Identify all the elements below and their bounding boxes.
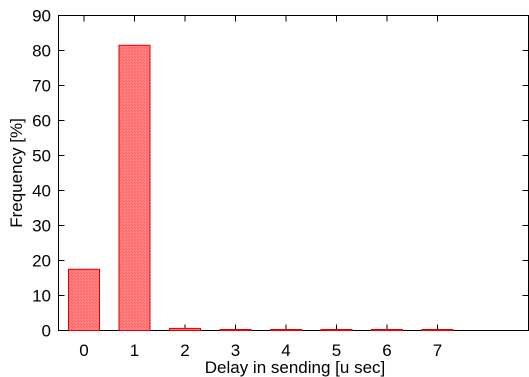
y-tick-label: 70 (32, 77, 51, 96)
x-tick-label: 5 (332, 341, 341, 360)
y-tick-label: 90 (32, 7, 51, 26)
bar-5 (320, 329, 353, 331)
y-tick-label: 60 (32, 112, 51, 131)
y-axis-ticks: 0 10 20 30 40 50 60 70 80 90 (32, 7, 529, 341)
x-tick-label: 4 (281, 341, 290, 360)
y-tick-label: 30 (32, 217, 51, 236)
y-tick-label: 20 (32, 252, 51, 271)
x-tick-label: 1 (130, 341, 139, 360)
y-axis-label: Frequency [%] (7, 118, 26, 228)
y-tick-label: 40 (32, 182, 51, 201)
bar-2 (169, 327, 201, 331)
y-tick-label: 10 (32, 287, 51, 306)
bar-4 (270, 329, 302, 331)
x-tick-label: 7 (433, 341, 442, 360)
x-axis-label: Delay in sending [u sec] (205, 358, 386, 377)
bar-0 (68, 268, 100, 331)
y-tick-label: 0 (42, 322, 51, 341)
x-tick-label: 2 (180, 341, 189, 360)
x-tick-label: 6 (382, 341, 391, 360)
bar-1 (118, 44, 151, 331)
bar-3 (219, 329, 252, 331)
y-tick-label: 80 (32, 42, 51, 61)
x-tick-label: 0 (79, 341, 88, 360)
bar-series (68, 44, 454, 331)
x-tick-label: 3 (231, 341, 240, 360)
y-tick-label: 50 (32, 147, 51, 166)
bar-6 (371, 329, 403, 331)
bar-7 (421, 329, 454, 331)
